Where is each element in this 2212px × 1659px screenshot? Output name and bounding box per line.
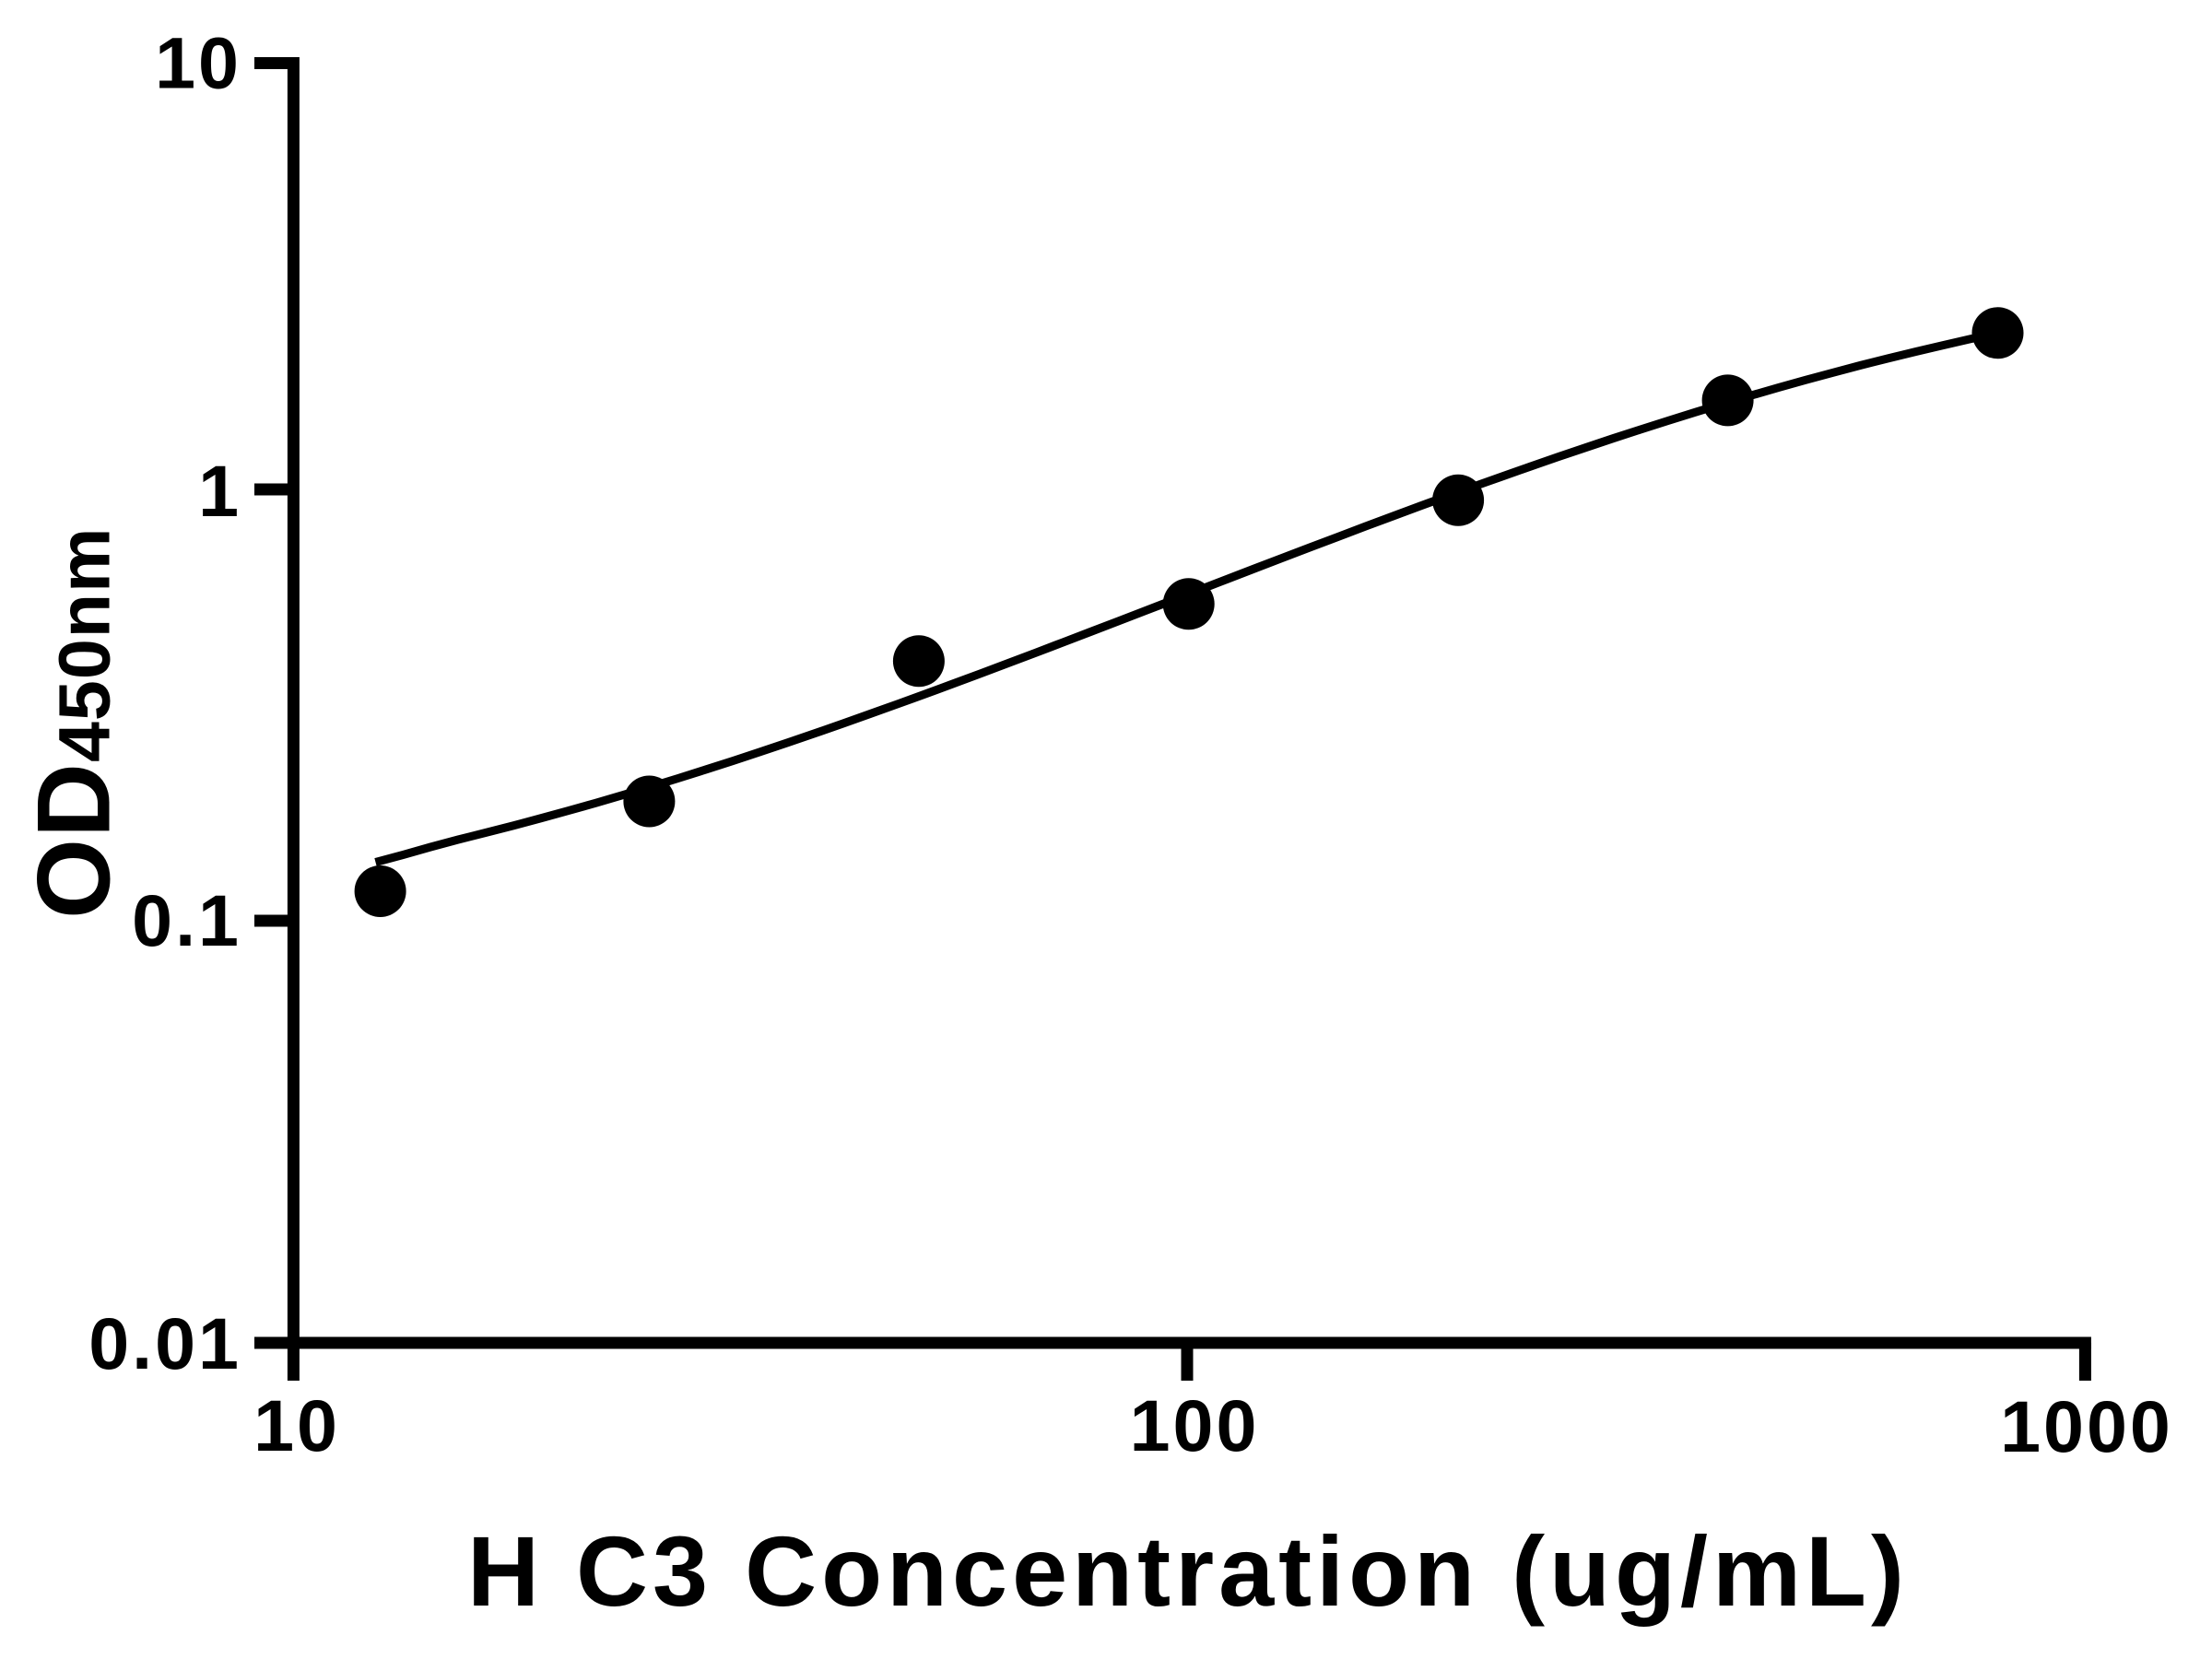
- svg-text:100: 100: [1130, 1384, 1260, 1466]
- svg-text:0.1: 0.1: [132, 879, 241, 961]
- svg-text:10: 10: [253, 1384, 340, 1466]
- svg-text:0.01: 0.01: [88, 1302, 241, 1384]
- svg-text:H C3 Concentration (ug/mL): H C3 Concentration (ug/mL): [467, 1515, 1909, 1627]
- svg-text:1000: 1000: [2000, 1385, 2173, 1467]
- svg-text:1: 1: [198, 450, 241, 532]
- svg-text:10: 10: [155, 22, 241, 104]
